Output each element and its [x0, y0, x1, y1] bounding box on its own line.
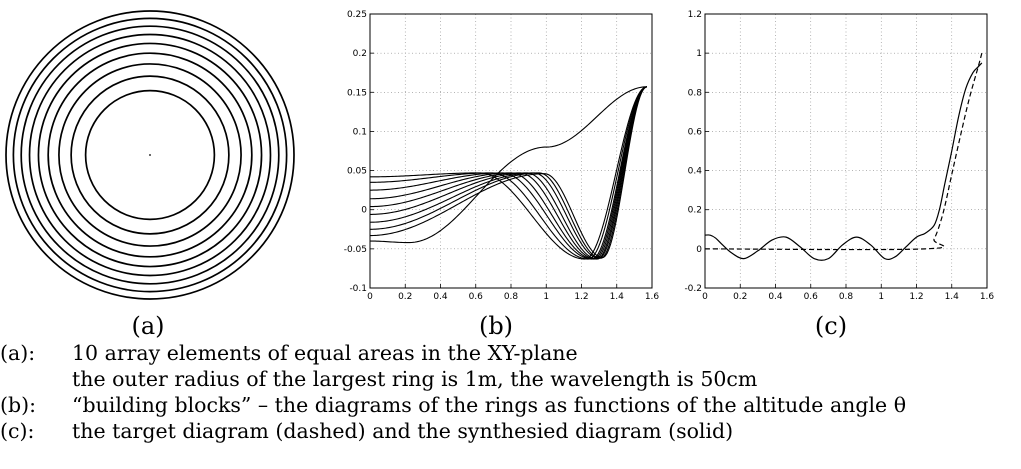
y-tick-label: 0.2	[688, 206, 702, 216]
y-tick-label: 1	[696, 49, 702, 59]
plot-frame	[704, 13, 988, 289]
panel-c-label: (c)	[814, 312, 848, 340]
figure-caption: (a): 10 array elements of equal areas in…	[0, 340, 906, 444]
panel-b-label: (b)	[478, 312, 514, 340]
x-tick-label: 1.4	[610, 292, 625, 302]
ring	[47, 52, 253, 258]
x-tick-label: 1	[543, 292, 549, 302]
x-tick-label: 1.2	[909, 292, 923, 302]
x-tick-label: 1.4	[945, 292, 960, 302]
caption-key	[0, 366, 72, 392]
x-tick-label: 1.6	[980, 292, 995, 302]
caption-row: the outer radius of the largest ring is …	[0, 366, 906, 392]
ring-diagram-curve	[369, 86, 648, 259]
x-tick-label: 0.8	[839, 292, 854, 302]
ring-diagram-curve	[370, 86, 647, 260]
center-dot	[149, 154, 151, 156]
ring-array-diagram	[5, 10, 295, 300]
x-tick-label: 1.6	[645, 292, 660, 302]
ring	[70, 75, 230, 235]
caption-text: the outer radius of the largest ring is …	[72, 367, 758, 391]
y-tick-label: 0	[696, 245, 702, 255]
x-tick-label: 0.6	[469, 292, 484, 302]
ring	[37, 42, 263, 268]
caption-row: (c): the target diagram (dashed) and the…	[0, 418, 906, 444]
y-tick-label: 0.15	[347, 88, 367, 98]
ring	[28, 33, 272, 277]
ring	[20, 25, 280, 285]
target-synthesized-chart: 0 0.2 0.4 0.6 0.8 1 1.2 1.4 1.6-0.200.20.40.60.8…	[684, 10, 995, 302]
x-tick-label: 0.8	[504, 292, 519, 302]
ring	[84, 89, 216, 221]
y-tick-label: 0.25	[347, 10, 367, 20]
caption-key: (b):	[0, 393, 37, 417]
y-tick-label: -0.05	[344, 245, 367, 255]
x-tick-label: 0	[702, 292, 708, 302]
y-tick-label: -0.1	[349, 284, 367, 294]
x-tick-label: 0.4	[768, 292, 783, 302]
y-tick-label: 0.6	[688, 127, 703, 137]
x-tick-label: 0	[367, 292, 373, 302]
x-tick-label: 0.2	[398, 292, 412, 302]
y-tick-label: 0.05	[347, 167, 367, 177]
caption-key: (c):	[0, 419, 35, 443]
ring-diagram-curve	[369, 86, 647, 244]
x-tick-label: 0.4	[433, 292, 448, 302]
synthesized-diagram-line	[704, 62, 983, 261]
ring-diagram-curve	[369, 86, 647, 260]
ring	[12, 17, 288, 293]
plot-frame	[369, 13, 653, 289]
x-tick-label: 0.6	[804, 292, 819, 302]
x-tick-label: 1	[878, 292, 884, 302]
y-tick-label: 0.1	[353, 127, 367, 137]
caption-text: 10 array elements of equal areas in the …	[72, 341, 578, 365]
ring	[58, 63, 242, 247]
rings-group	[5, 10, 295, 300]
panel-a-label: (a)	[131, 312, 165, 340]
y-tick-label: 0.8	[688, 88, 703, 98]
y-tick-label: 0.4	[688, 167, 703, 177]
x-tick-label: 0.2	[733, 292, 747, 302]
y-tick-label: -0.2	[684, 284, 702, 294]
caption-row: (b): “building blocks” – the diagrams of…	[0, 392, 906, 418]
caption-key: (a):	[0, 341, 36, 365]
building-blocks-chart: 0 0.2 0.4 0.6 0.8 1 1.2 1.4 1.6 -0.1 -0.05 0 0.05 0.1…	[344, 10, 660, 302]
x-tick-label: 1.2	[574, 292, 588, 302]
target-diagram-line	[704, 52, 983, 251]
y-tick-label: 0	[361, 206, 367, 216]
ring-diagram-curve	[370, 86, 647, 260]
caption-text: “building blocks” – the diagrams of the …	[72, 393, 907, 417]
y-tick-label: 0.2	[353, 49, 367, 59]
ring-diagram-curve	[369, 86, 648, 258]
caption-row: (a): 10 array elements of equal areas in…	[0, 340, 906, 366]
ring	[5, 10, 295, 300]
caption-text: the target diagram (dashed) and the synt…	[72, 419, 734, 443]
y-tick-label: 1.2	[688, 10, 702, 20]
